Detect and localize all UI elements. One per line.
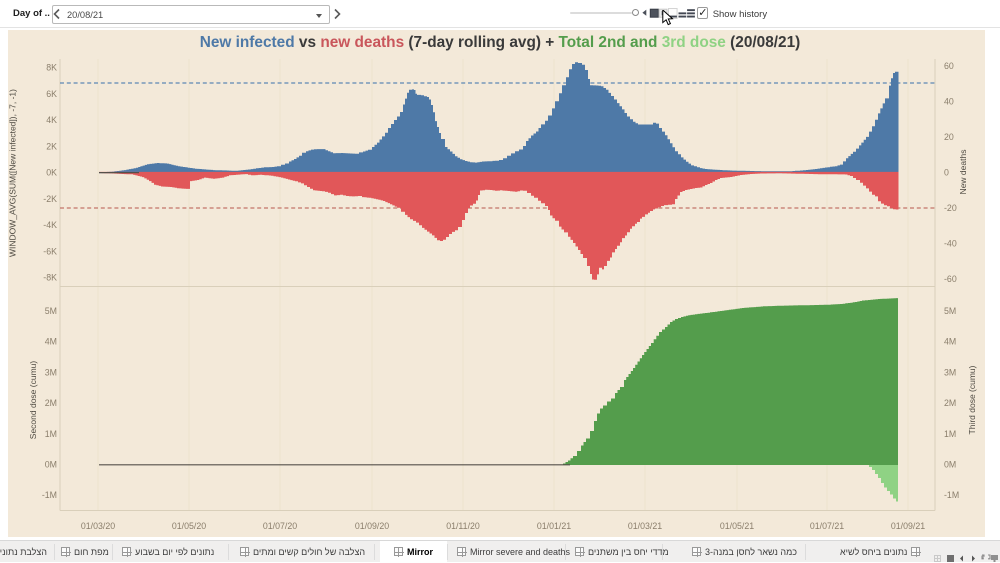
svg-text:Third dose (cumu): Third dose (cumu) bbox=[967, 365, 977, 434]
svg-text:4K: 4K bbox=[46, 115, 57, 125]
svg-text:-2K: -2K bbox=[43, 194, 57, 204]
svg-text:0M: 0M bbox=[45, 460, 57, 470]
svg-text:8K: 8K bbox=[46, 63, 57, 73]
svg-text:2K: 2K bbox=[46, 141, 57, 151]
svg-text:20: 20 bbox=[944, 132, 954, 142]
svg-text:01/07/20: 01/07/20 bbox=[263, 521, 297, 531]
svg-text:-20: -20 bbox=[944, 203, 957, 213]
svg-text:New infected vs new deaths (7-: New infected vs new deaths (7-day rollin… bbox=[200, 34, 801, 51]
svg-text:01/09/20: 01/09/20 bbox=[355, 521, 389, 531]
svg-text:-4K: -4K bbox=[43, 220, 57, 230]
svg-text:1M: 1M bbox=[45, 429, 57, 439]
svg-text:0M: 0M bbox=[944, 460, 956, 470]
svg-text:01/03/20: 01/03/20 bbox=[81, 521, 115, 531]
svg-text:5M: 5M bbox=[944, 306, 956, 316]
svg-text:-1M: -1M bbox=[944, 490, 959, 500]
svg-text:40: 40 bbox=[944, 97, 954, 107]
svg-text:-6K: -6K bbox=[43, 247, 57, 257]
svg-text:-40: -40 bbox=[944, 239, 957, 249]
svg-text:3M: 3M bbox=[45, 367, 57, 377]
svg-text:-8K: -8K bbox=[43, 273, 57, 283]
svg-text:Second dose (cumu): Second dose (cumu) bbox=[28, 361, 38, 440]
svg-text:01/01/21: 01/01/21 bbox=[537, 521, 571, 531]
svg-text:01/03/21: 01/03/21 bbox=[628, 521, 662, 531]
svg-text:01/07/21: 01/07/21 bbox=[810, 521, 844, 531]
svg-text:01/05/21: 01/05/21 bbox=[720, 521, 754, 531]
svg-text:4M: 4M bbox=[45, 337, 57, 347]
svg-text:01/09/21: 01/09/21 bbox=[891, 521, 925, 531]
svg-text:0: 0 bbox=[944, 168, 949, 178]
svg-text:01/11/20: 01/11/20 bbox=[446, 521, 480, 531]
svg-text:5M: 5M bbox=[45, 306, 57, 316]
svg-text:WINDOW_AVG(SUM([New infected]): WINDOW_AVG(SUM([New infected]), -7, -1) bbox=[8, 89, 18, 257]
svg-text:3M: 3M bbox=[944, 367, 956, 377]
svg-text:60: 60 bbox=[944, 61, 954, 71]
svg-text:6K: 6K bbox=[46, 89, 57, 99]
svg-text:-1M: -1M bbox=[42, 490, 57, 500]
svg-text:-60: -60 bbox=[944, 274, 957, 284]
svg-text:2M: 2M bbox=[944, 398, 956, 408]
svg-text:0K: 0K bbox=[46, 168, 57, 178]
svg-text:4M: 4M bbox=[944, 337, 956, 347]
svg-text:1M: 1M bbox=[944, 429, 956, 439]
svg-text:New deaths: New deaths bbox=[958, 150, 968, 195]
svg-text:2M: 2M bbox=[45, 398, 57, 408]
svg-text:01/05/20: 01/05/20 bbox=[172, 521, 206, 531]
